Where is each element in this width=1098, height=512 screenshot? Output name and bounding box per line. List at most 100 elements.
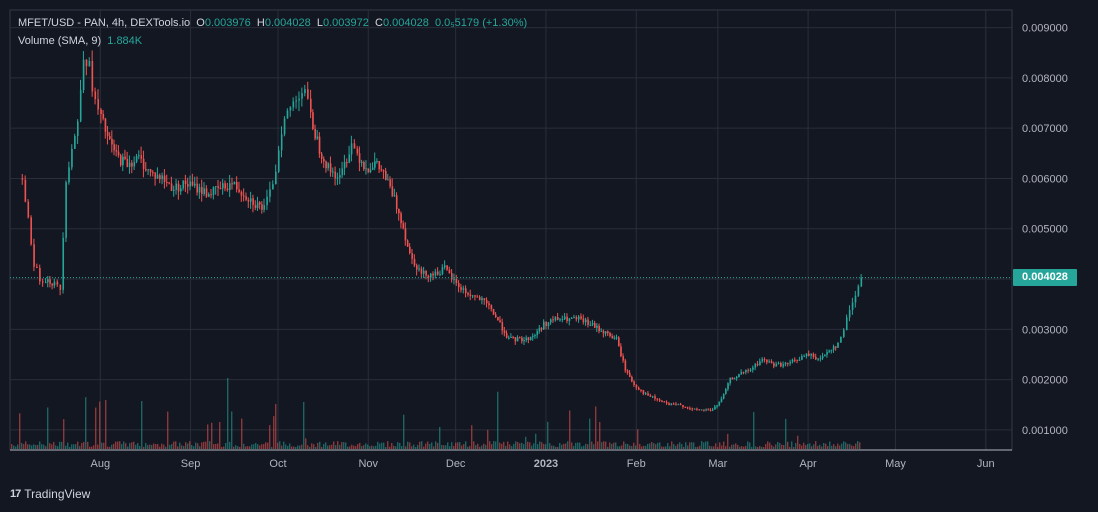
candle-body	[707, 409, 710, 411]
candle-body	[644, 393, 647, 395]
candle-body	[427, 275, 430, 278]
candle-body	[198, 187, 201, 193]
volume-bar	[385, 446, 387, 449]
volume-bar	[831, 445, 833, 449]
volume-bar	[61, 441, 63, 449]
candle-body	[532, 335, 534, 337]
price-axis[interactable]: 0.0010000.0020000.0030000.0040000.005000…	[1011, 10, 1068, 450]
volume-bar	[583, 445, 585, 449]
candle-body	[106, 131, 109, 137]
volume-bar	[711, 446, 713, 449]
volume-bar	[277, 442, 279, 449]
candle-body	[418, 268, 420, 270]
volume-bar	[371, 445, 373, 449]
candle-body	[840, 336, 842, 343]
volume-bar	[777, 441, 779, 449]
price-tick-label: 0.005000	[1022, 224, 1068, 236]
volume-bar	[741, 446, 743, 449]
volume-bar	[771, 445, 773, 449]
volume-bar	[497, 391, 499, 449]
candle-body	[729, 377, 732, 384]
volume-bar	[375, 445, 377, 449]
volume-bar	[135, 444, 137, 449]
candle-body	[350, 143, 353, 155]
volume-bar	[353, 445, 355, 449]
candle-body	[476, 296, 479, 298]
candle-body	[700, 409, 703, 411]
volume-bar	[735, 443, 737, 449]
candle-body	[365, 168, 367, 170]
volume-bar	[729, 446, 731, 449]
candle-body	[591, 323, 594, 325]
volume-bar	[431, 442, 433, 449]
candle-body	[602, 330, 605, 334]
candle-body	[79, 90, 82, 122]
volume-bar	[625, 443, 627, 449]
volume-bar	[139, 445, 141, 449]
candle-body	[543, 321, 545, 330]
volume-bar	[229, 441, 231, 449]
candle-body	[654, 396, 656, 399]
volume-bar	[315, 446, 317, 449]
volume-bar	[331, 444, 333, 449]
volume-bar	[57, 446, 59, 449]
volume-bar	[687, 445, 689, 449]
brand-name: TradingView	[24, 487, 91, 501]
candle-body	[752, 367, 754, 370]
time-axis[interactable]	[0, 450, 1098, 478]
volume-bar	[463, 444, 465, 449]
volume-bar	[713, 446, 715, 449]
candle-body	[205, 188, 208, 197]
candle-body	[353, 143, 356, 149]
volume-bar	[791, 441, 793, 449]
candle-body	[391, 186, 394, 196]
volume-bar	[775, 444, 777, 449]
volume-bar	[675, 445, 677, 449]
candle-body	[510, 337, 512, 339]
candle-body	[577, 316, 580, 320]
volume-bar	[505, 445, 507, 449]
volume-bar	[467, 446, 469, 449]
candle-body	[149, 169, 152, 173]
volume-bar	[151, 444, 153, 449]
candle-body	[320, 153, 323, 159]
volume-bar	[627, 443, 629, 449]
volume-bar	[781, 444, 783, 449]
volume-bar	[549, 443, 551, 449]
volume-bar	[819, 444, 821, 449]
volume-bar	[491, 444, 493, 449]
candle-body	[851, 302, 854, 311]
tradingview-brand[interactable]: 17 TradingView	[10, 487, 90, 501]
volume-bar	[685, 442, 687, 449]
candle-body	[534, 335, 536, 337]
volume-bar	[323, 443, 325, 449]
candle-body	[460, 287, 462, 290]
volume-bar	[753, 412, 755, 449]
volume-bar	[509, 444, 511, 449]
volume-bar	[507, 441, 509, 449]
time-tick-label: Dec	[446, 458, 466, 470]
volume-bar	[47, 407, 49, 449]
volume-bar	[475, 445, 477, 449]
candle-body	[450, 273, 453, 280]
candle-body	[538, 328, 541, 332]
candle-body	[483, 298, 486, 301]
candle-body	[698, 409, 701, 411]
candle-body	[736, 377, 738, 379]
candle-body	[318, 136, 321, 154]
volume-bar	[49, 443, 51, 449]
candle-body	[711, 409, 714, 411]
candle-body	[628, 372, 631, 377]
candle-body	[821, 356, 824, 359]
volume-bar	[701, 441, 703, 449]
volume-bar	[619, 446, 621, 449]
candle-body	[516, 337, 519, 342]
volume-bar	[473, 441, 475, 449]
volume-bar	[11, 444, 13, 449]
candle-body	[374, 161, 376, 168]
candle-body	[400, 213, 402, 224]
volume-bar	[167, 411, 169, 449]
candle-body	[478, 296, 481, 301]
volume-bar	[119, 441, 121, 449]
